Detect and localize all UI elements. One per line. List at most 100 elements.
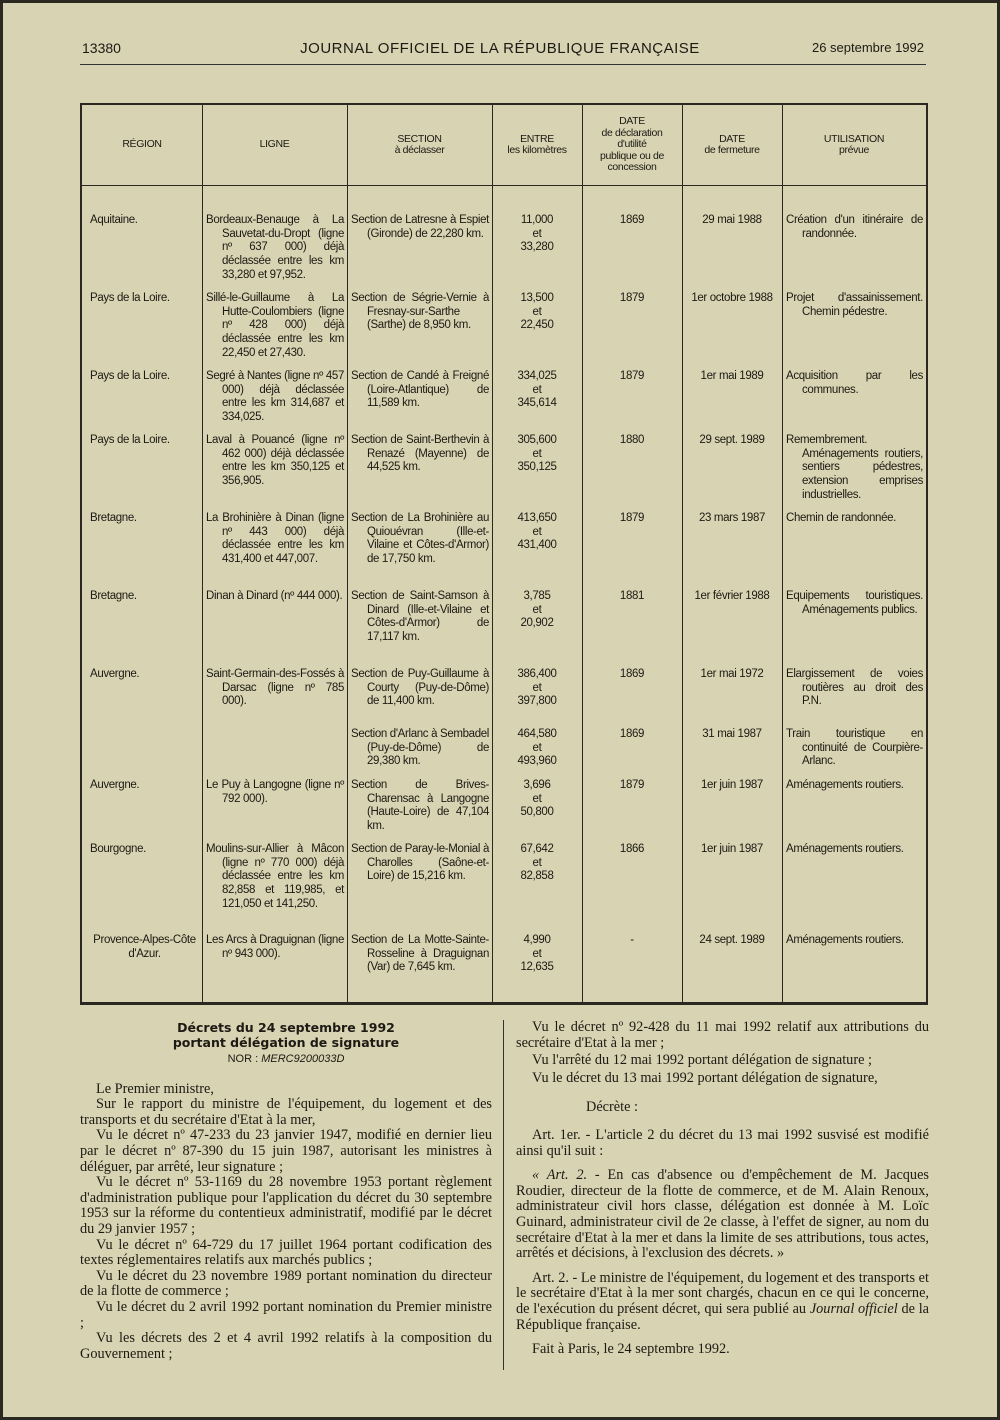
railway-declassification-table: RÉGION LIGNE SECTION à déclasser ENTRE les … <box>80 103 928 1005</box>
cell-region: Pays de la Loire. <box>90 370 170 382</box>
visa-paragraph: Vu le décret nº 53-1169 du 28 novembre 1… <box>80 1174 492 1237</box>
cell-section: Section de Ségrie-Vernie à Fresnay-sur-S… <box>351 292 489 332</box>
cell-section: Section de Saint-Samson à Dinard (Ille-e… <box>351 590 489 644</box>
cell-kilometres: 386,400 et 397,800 <box>517 668 557 708</box>
article-2-text: Art. 2. - Le ministre de l'équipement, d… <box>516 1269 929 1317</box>
cell-utilisation: Aménagements routiers. <box>786 843 904 855</box>
cell-region: Pays de la Loire. <box>90 434 170 446</box>
column-rule <box>582 105 583 1002</box>
column-rule <box>492 105 493 1002</box>
cell-utilisation: Remembrement. Aménagements routiers, sen… <box>786 434 923 501</box>
decree-title-line2: portant délégation de signature <box>172 1035 400 1050</box>
cell-section: Section de Candé à Freigné (Loire-Atlant… <box>351 370 489 410</box>
article-2: Art. 2. - Le ministre de l'équipement, d… <box>516 1269 930 1333</box>
article-1-quote: « Art. 2. - En cas d'absence ou d'empêch… <box>516 1167 929 1262</box>
cell-date-declaration: 1881 <box>619 590 645 602</box>
cell-kilometres: 413,650 et 431,400 <box>517 512 557 552</box>
cell-ligne: Saint-Germain-des-Fossés à Darsac (ligne… <box>206 668 344 708</box>
visa-paragraph: Vu le décret du 23 novembre 1989 portant… <box>80 1267 492 1300</box>
quote-prefix: « Art. 2. - <box>532 1167 600 1184</box>
cell-region: Auvergne. <box>90 779 140 791</box>
cell-date-fermeture: 29 mai 1988 <box>702 214 762 226</box>
cell-utilisation: Aménagements routiers. <box>786 934 904 946</box>
decrete-heading: Décrète : <box>586 1099 638 1116</box>
cell-section: Section de La Motte-Sainte-Rosseline à D… <box>351 934 489 974</box>
column-header-utilisation: UTILISATION prévue <box>823 132 885 156</box>
column-rule <box>782 105 783 1002</box>
cell-ligne: La Brohinière à Dinan (ligne nº 443 000)… <box>206 512 344 566</box>
visa-paragraph: Vu le décret nº 47-233 du 23 janvier 194… <box>80 1127 492 1175</box>
cell-date-declaration: - <box>630 934 634 946</box>
header-separator <box>82 185 926 186</box>
cell-ligne: Segré à Nantes (ligne nº 457 000) déjà d… <box>206 370 344 424</box>
decree-left-column: Décrets du 24 septembre 1992 portant dél… <box>80 1020 492 1362</box>
column-header-kilometres: ENTRE les kilomètres <box>507 132 567 156</box>
cell-section: Section de Puy-Guillaume à Courty (Puy-d… <box>351 668 489 708</box>
cell-date-declaration: 1869 <box>619 728 645 740</box>
cell-date-declaration: 1880 <box>619 434 645 446</box>
cell-date-fermeture: 1er mai 1989 <box>700 370 764 382</box>
column-rule <box>347 105 348 1002</box>
page-number: 13380 <box>82 40 121 56</box>
nor-reference: NOR : MERC9200033D <box>80 1052 492 1068</box>
cell-kilometres: 4,990 et 12,635 <box>520 934 554 974</box>
cell-date-fermeture: 1er mai 1972 <box>700 668 764 680</box>
cell-region: Bourgogne. <box>90 843 146 855</box>
visa-paragraph: Vu le décret du 2 avril 1992 portant nom… <box>80 1298 492 1331</box>
cell-region: Pays de la Loire. <box>90 292 170 304</box>
header-rule <box>80 64 926 65</box>
cell-date-declaration: 1869 <box>619 214 645 226</box>
cell-region: Provence-Alpes-Côte d'Azur. <box>93 934 196 960</box>
visa-paragraph: Sur le rapport du ministre de l'équipeme… <box>80 1096 492 1128</box>
cell-utilisation: Elargissement de voies routières au droi… <box>786 668 923 708</box>
column-header-section: SECTION à déclasser <box>394 132 445 156</box>
visa-paragraph: Vu l'arrêté du 12 mai 1992 portant délég… <box>532 1052 872 1069</box>
cell-date-fermeture: 1er octobre 1988 <box>691 292 773 304</box>
cell-date-fermeture: 24 sept. 1989 <box>699 934 765 946</box>
cell-utilisation: Aménagements routiers. <box>786 779 904 791</box>
visa-paragraph: Vu les décrets des 2 et 4 avril 1992 rel… <box>80 1330 492 1362</box>
cell-section: Section de La Brohinière au Quiouévran (… <box>351 512 489 566</box>
cell-date-fermeture: 1er juin 1987 <box>701 843 763 855</box>
cell-date-fermeture: 1er février 1988 <box>694 590 770 602</box>
decree-title-line1: Décrets du 24 septembre 1992 <box>177 1020 395 1035</box>
article-2-text-end: de la République française. <box>516 1300 930 1333</box>
cell-utilisation: Equipements touristiques. Aménagements p… <box>786 590 923 616</box>
column-header-date-declaration: DATE de déclaration d'utilité publique o… <box>600 115 664 174</box>
cell-date-fermeture: 1er juin 1987 <box>701 779 763 791</box>
cell-section: Section de Saint-Berthevin à Renazé (May… <box>351 434 489 474</box>
cell-section: Section de Latresne à Espiet (Gironde) d… <box>351 214 489 240</box>
cell-region: Aquitaine. <box>90 214 138 226</box>
journal-title: JOURNAL OFFICIEL DE LA RÉPUBLIQUE FRANÇA… <box>300 40 700 57</box>
cell-ligne: Le Puy à Langogne (ligne nº 792 000). <box>206 779 344 805</box>
cell-kilometres: 67,642 et 82,858 <box>520 843 554 883</box>
cell-date-declaration: 1866 <box>619 843 645 855</box>
cell-kilometres: 3,696 et 50,800 <box>520 779 554 819</box>
column-divider <box>503 1020 504 1370</box>
cell-section: Section de Paray-le-Monial à Charolles (… <box>351 843 489 883</box>
column-rule <box>202 105 203 1002</box>
visas-list-continued: Vu le décret nº 92-428 du 11 mai 1992 re… <box>516 1019 929 1086</box>
cell-kilometres: 334,025 et 345,614 <box>517 370 557 410</box>
column-rule <box>682 105 683 1002</box>
column-header-ligne: LIGNE <box>259 138 290 151</box>
cell-ligne: Bordeaux-Benauge à La Sauvetat-du-Dropt … <box>206 214 344 281</box>
nor-value: MERC9200033D <box>261 1053 345 1065</box>
cell-ligne: Laval à Pouancé (ligne nº 462 000) déjà … <box>206 434 344 488</box>
cell-kilometres: 305,600 et 350,125 <box>517 434 557 474</box>
decree-title: Décrets du 24 septembre 1992 portant dél… <box>80 1020 492 1050</box>
cell-ligne: Dinan à Dinard (nº 444 000). <box>206 590 343 602</box>
cell-ligne: Les Arcs à Draguignan (ligne nº 943 000)… <box>206 934 344 960</box>
column-header-region: RÉGION <box>122 138 162 151</box>
cell-date-declaration: 1869 <box>619 668 645 680</box>
decree-right-column: Vu le décret nº 92-428 du 11 mai 1992 re… <box>516 1019 930 1358</box>
visas-list: Le Premier ministre, Sur le rapport du mi… <box>80 1081 492 1363</box>
cell-date-declaration: 1879 <box>619 512 645 524</box>
cell-region: Bretagne. <box>90 590 137 602</box>
cell-ligne: Moulins-sur-Allier à Mâcon (ligne nº 770… <box>206 843 344 910</box>
cell-kilometres: 3,785 et 20,902 <box>520 590 554 630</box>
cell-date-fermeture: 31 mai 1987 <box>702 728 762 740</box>
cell-region: Auvergne. <box>90 668 140 680</box>
cell-utilisation: Création d'un itinéraire de randonnée. <box>786 214 923 240</box>
